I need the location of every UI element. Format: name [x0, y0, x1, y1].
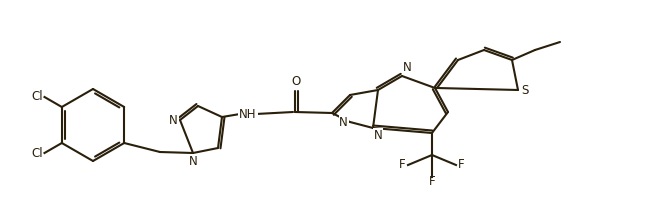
Text: N: N	[403, 61, 411, 74]
Text: Cl: Cl	[31, 147, 43, 160]
Text: F: F	[399, 158, 406, 172]
Text: S: S	[521, 84, 528, 97]
Text: N: N	[374, 129, 383, 142]
Text: NH: NH	[239, 108, 257, 121]
Text: N: N	[169, 114, 178, 126]
Text: N: N	[189, 155, 198, 168]
Text: Cl: Cl	[31, 90, 43, 103]
Text: O: O	[292, 75, 301, 88]
Text: F: F	[458, 158, 465, 172]
Text: F: F	[429, 175, 435, 188]
Text: N: N	[340, 116, 348, 128]
